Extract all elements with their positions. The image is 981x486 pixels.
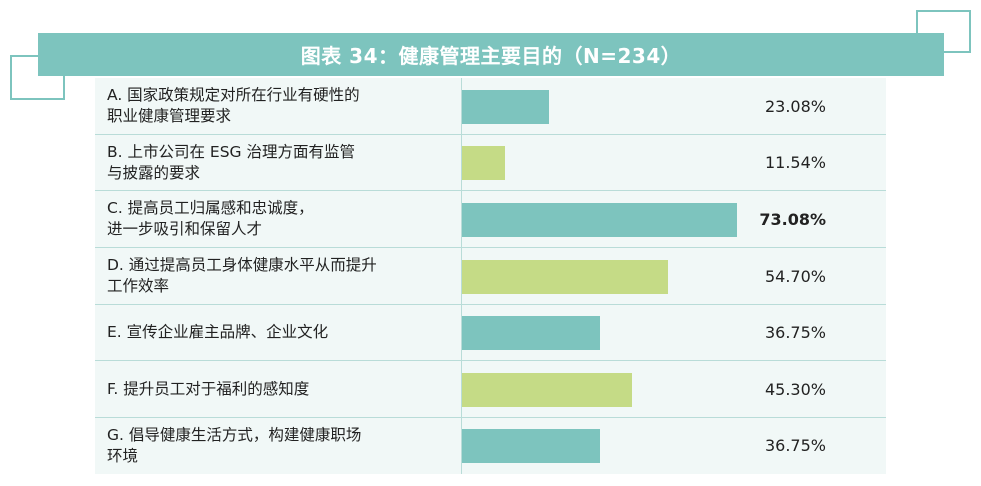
category-label: D. 通过提高员工身体健康水平从而提升 工作效率 [107, 248, 457, 304]
table-row: A. 国家政策规定对所在行业有硬性的 职业健康管理要求 23.08% [95, 78, 886, 135]
bar [462, 429, 600, 463]
category-label-text: F. 提升员工对于福利的感知度 [107, 379, 310, 398]
table-row: D. 通过提高员工身体健康水平从而提升 工作效率 54.70% [95, 248, 886, 305]
category-label-text: C. 提高员工归属感和忠诚度， 进一步吸引和保留人才 [107, 199, 314, 238]
value-label: 23.08% [764, 97, 826, 116]
category-label-text: E. 宣传企业雇主品牌、企业文化 [107, 323, 329, 341]
category-label-text: B. 上市公司在 ESG 治理方面有监管 与披露的要求 [107, 142, 355, 182]
category-label: C. 提高员工归属感和忠诚度， 进一步吸引和保留人才 [107, 191, 457, 247]
category-label: F. 提升员工对于福利的感知度 [107, 361, 457, 417]
category-label: A. 国家政策规定对所在行业有硬性的 职业健康管理要求 [107, 78, 457, 134]
category-label-text: A. 国家政策规定对所在行业有硬性的 职业健康管理要求 [107, 86, 360, 125]
category-label-text: G. 倡导健康生活方式，构建健康职场 环境 [107, 426, 362, 465]
category-label: E. 宣传企业雇主品牌、企业文化 [107, 305, 457, 360]
bar [462, 373, 632, 407]
chart-title: 图表 34：健康管理主要目的（N=234） [300, 44, 682, 68]
category-label: B. 上市公司在 ESG 治理方面有监管 与披露的要求 [107, 135, 457, 190]
bar [462, 203, 737, 237]
value-label: 11.54% [764, 153, 826, 172]
bar [462, 260, 668, 294]
table-row: G. 倡导健康生活方式，构建健康职场 环境 36.75% [95, 418, 886, 474]
bar [462, 90, 549, 124]
column-divider [461, 78, 462, 474]
chart-title-bar: 图表 34：健康管理主要目的（N=234） [38, 33, 944, 76]
table-row: B. 上市公司在 ESG 治理方面有监管 与披露的要求 11.54% [95, 135, 886, 191]
chart-table: A. 国家政策规定对所在行业有硬性的 职业健康管理要求 23.08% B. 上市公司… [95, 78, 886, 474]
bar [462, 316, 600, 350]
value-label: 36.75% [764, 323, 826, 342]
value-label: 36.75% [764, 436, 826, 455]
value-label: 45.30% [764, 380, 826, 399]
value-label: 73.08% [759, 210, 826, 229]
decorative-frame-left [10, 55, 65, 100]
table-row: E. 宣传企业雇主品牌、企业文化 36.75% [95, 305, 886, 361]
category-label: G. 倡导健康生活方式，构建健康职场 环境 [107, 418, 457, 474]
category-label-text: D. 通过提高员工身体健康水平从而提升 工作效率 [107, 256, 377, 295]
value-label: 54.70% [764, 267, 826, 286]
bar [462, 146, 505, 180]
table-row: F. 提升员工对于福利的感知度 45.30% [95, 361, 886, 418]
table-row: C. 提高员工归属感和忠诚度， 进一步吸引和保留人才 73.08% [95, 191, 886, 248]
